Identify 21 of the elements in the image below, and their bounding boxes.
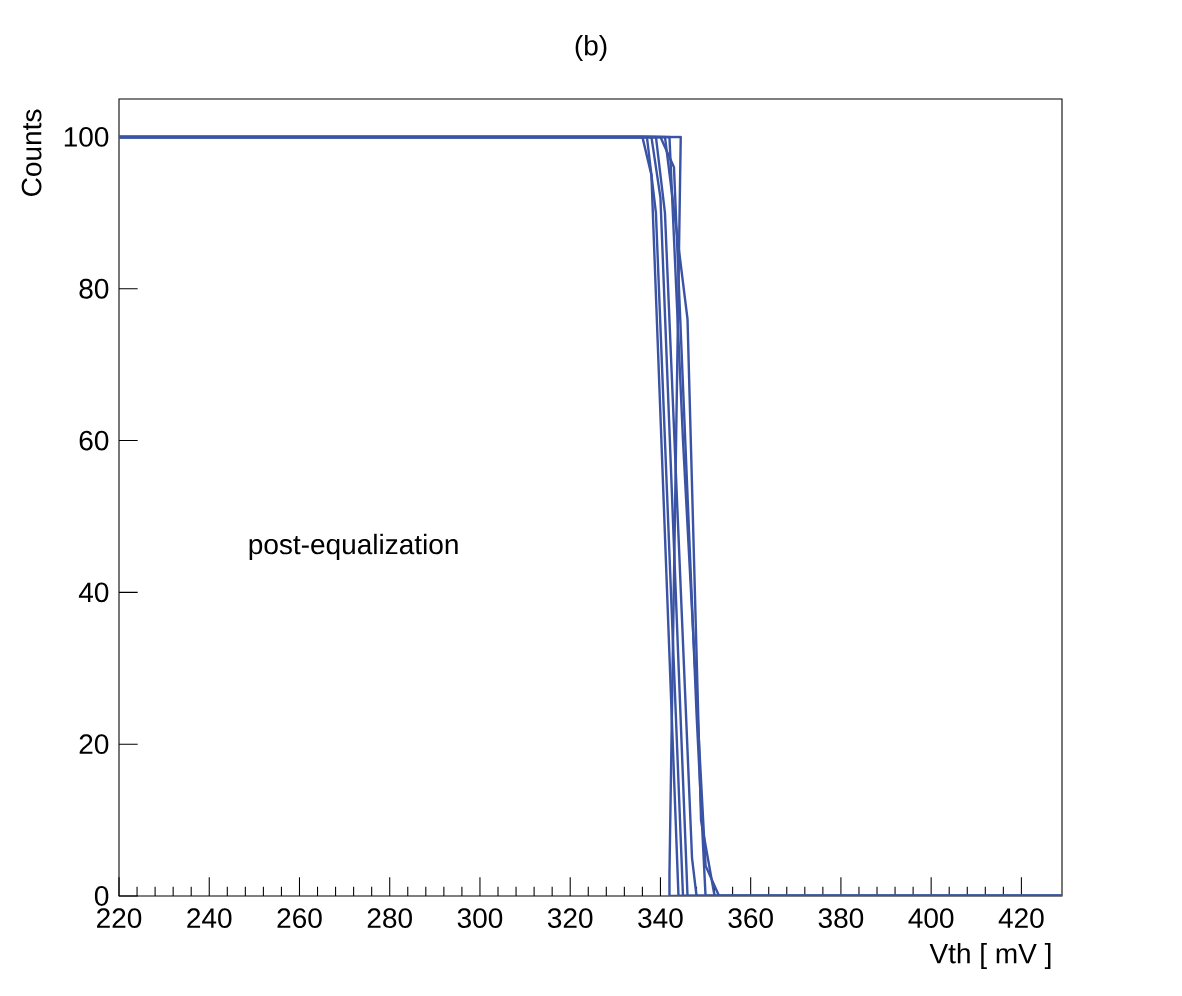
chart-title: (b) <box>575 34 607 62</box>
x-tick-label: 300 <box>457 908 503 929</box>
x-tick-label: 320 <box>547 908 593 929</box>
annotation: post-equalization <box>249 533 458 560</box>
x-tick-label: 340 <box>638 908 683 929</box>
x-tick-label: 360 <box>728 908 773 929</box>
x-axis-title: Vth [ mV ] <box>929 942 1051 970</box>
y-tick-label: 0 <box>94 886 109 906</box>
x-tick-label: 260 <box>277 908 322 929</box>
y-tick-label: 20 <box>79 734 109 755</box>
x-tick-label: 380 <box>818 908 864 929</box>
x-tick-label: 420 <box>998 908 1044 929</box>
y-axis-title: Counts <box>21 109 42 196</box>
y-tick-label: 100 <box>64 127 109 147</box>
y-tick-label: 80 <box>79 278 109 299</box>
y-tick-label: 40 <box>78 582 109 603</box>
x-tick-label: 280 <box>367 908 412 929</box>
y-tick-label: 60 <box>79 430 109 451</box>
x-tick-label: 240 <box>187 908 232 929</box>
x-tick-label: 220 <box>97 908 142 929</box>
x-tick-label: 400 <box>908 908 954 929</box>
